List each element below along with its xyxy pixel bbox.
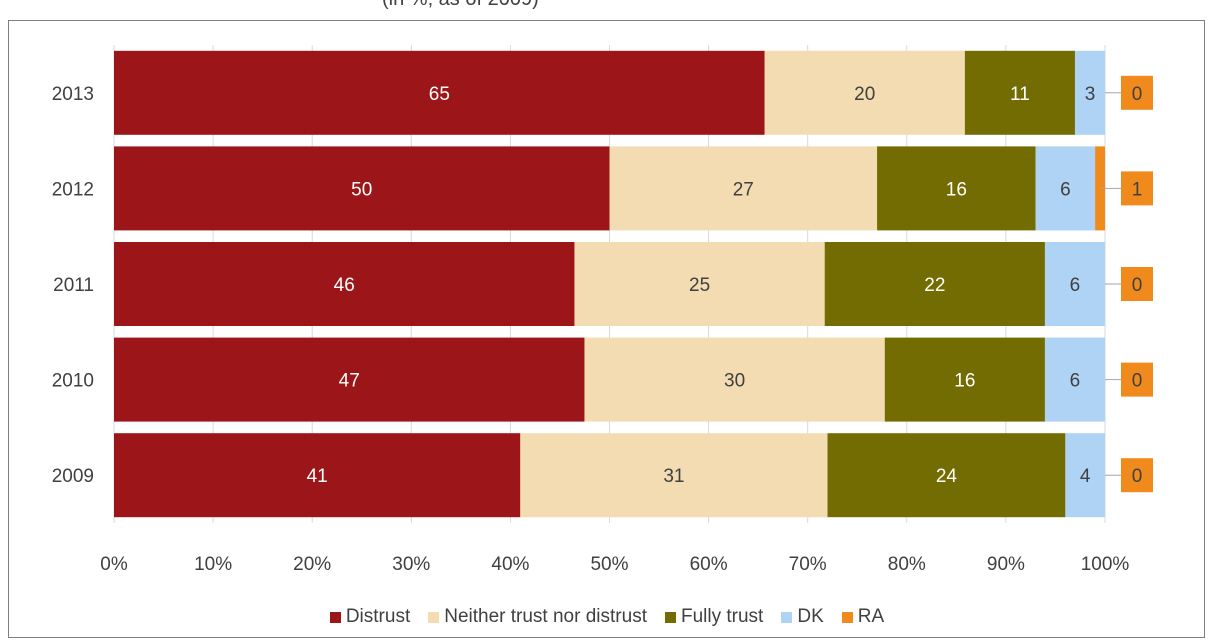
data-label-callout: [1121, 171, 1153, 206]
data-label: 11: [1010, 84, 1030, 105]
data-label: 25: [689, 275, 710, 296]
bar-segment: [884, 337, 1045, 422]
data-label: 41: [307, 466, 328, 487]
bar-segment: [114, 337, 585, 422]
data-label: 16: [946, 179, 967, 200]
bar-segment: [114, 146, 610, 231]
bar-segment: [520, 433, 828, 518]
legend-label: RA: [857, 606, 885, 627]
data-label: 50: [351, 179, 372, 200]
data-label: 30: [724, 371, 745, 392]
data-label: 47: [339, 371, 360, 392]
data-label: 6: [1070, 371, 1081, 392]
legend-label: DK: [797, 606, 824, 627]
data-label: 6: [1070, 275, 1081, 296]
data-label: 0: [1132, 466, 1143, 487]
legend-item: DK: [781, 606, 824, 628]
legend-item: Distrust: [329, 606, 411, 628]
y-category-label: 2009: [52, 466, 94, 487]
chart-subtitle-fragment: (in %; as of 2009): [0, 0, 1214, 20]
legend-swatch: [329, 611, 341, 623]
legend-label: Neither trust nor distrust: [444, 606, 647, 627]
x-tick-label: 60%: [690, 554, 728, 575]
data-label: 16: [954, 371, 975, 392]
bar-segment: [1074, 50, 1105, 135]
data-label-callout: [1121, 75, 1153, 110]
legend-swatch: [664, 611, 676, 623]
legend-swatch: [428, 611, 440, 623]
x-tick-label: 80%: [888, 554, 926, 575]
x-tick-label: 70%: [789, 554, 827, 575]
bar-segment: [764, 50, 965, 135]
bar-segment: [574, 242, 825, 326]
data-label: 27: [733, 179, 754, 200]
data-label: 1: [1132, 179, 1143, 200]
x-tick-label: 30%: [392, 554, 430, 575]
x-tick-label: 40%: [491, 554, 529, 575]
x-tick-label: 20%: [293, 554, 331, 575]
legend-item: Fully trust: [664, 606, 764, 628]
bar-segment: [1044, 337, 1105, 422]
data-label: 65: [429, 84, 450, 105]
legend-label: Distrust: [345, 606, 411, 627]
legend-label: Fully trust: [680, 606, 764, 627]
bar-segment: [114, 50, 765, 135]
data-label: 4: [1080, 466, 1091, 487]
data-label-callout: [1121, 458, 1153, 493]
legend-swatch: [781, 611, 793, 623]
legend-item: RA: [841, 606, 885, 628]
data-label: 6: [1060, 179, 1071, 200]
bar-segment: [1095, 146, 1105, 231]
x-tick-label: 90%: [987, 554, 1025, 575]
x-tick-label: 50%: [590, 554, 628, 575]
bar-segment: [1065, 433, 1105, 518]
y-category-label: 2013: [52, 84, 94, 105]
x-tick-label: 0%: [100, 554, 128, 575]
data-label: 0: [1132, 84, 1143, 105]
data-label: 46: [334, 275, 355, 296]
data-label: 0: [1132, 275, 1143, 296]
y-category-label: 2010: [52, 371, 94, 392]
data-label: 31: [663, 466, 684, 487]
bar-segment: [114, 242, 575, 326]
bar-segment: [609, 146, 878, 231]
y-category-label: 2011: [53, 275, 94, 296]
data-label: 20: [854, 84, 875, 105]
subtitle-text: (in %; as of 2009): [382, 0, 539, 11]
chart-legend: Distrust Neither trust nor distrust Fully …: [0, 602, 1214, 632]
bar-segment: [1044, 242, 1105, 326]
x-tick-label: 10%: [194, 554, 232, 575]
data-label: 22: [924, 275, 945, 296]
data-label: 0: [1132, 371, 1143, 392]
data-label-callout: [1121, 362, 1153, 397]
data-label: 24: [936, 466, 958, 487]
legend-swatch: [841, 611, 853, 623]
bar-segment: [584, 337, 885, 422]
data-label: 3: [1085, 84, 1096, 105]
y-category-label: 2012: [52, 179, 94, 200]
x-tick-label: 100%: [1081, 554, 1130, 575]
legend-item: Neither trust nor distrust: [428, 606, 647, 628]
bar-segment: [877, 146, 1036, 231]
data-label-callout: [1121, 267, 1153, 301]
bar-segment: [827, 433, 1066, 518]
bar-segment: [824, 242, 1045, 326]
bar-segment: [964, 50, 1075, 135]
bar-segment: [114, 433, 521, 518]
bar-segment: [1035, 146, 1096, 231]
